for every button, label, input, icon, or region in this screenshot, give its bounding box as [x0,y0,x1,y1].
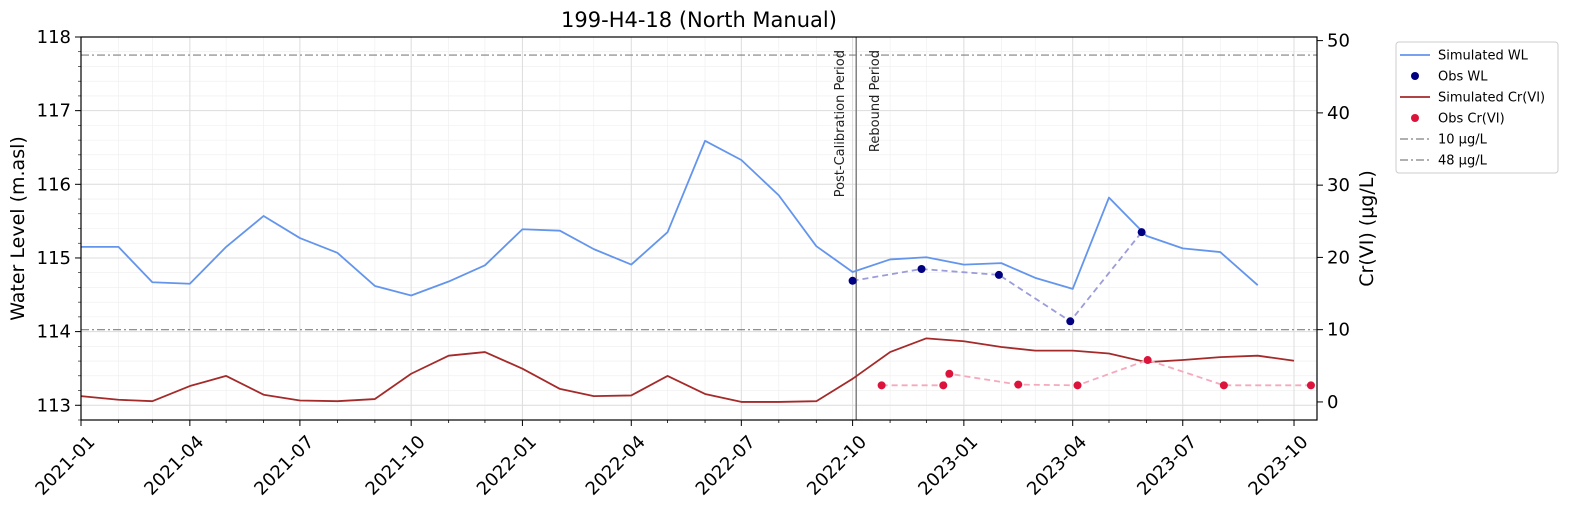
data-point [1073,381,1082,390]
y-right-tick-label: 30 [1327,175,1350,196]
series-connector [852,231,1143,323]
legend-swatch-point [1411,114,1419,122]
y-left-tick-label: 114 [37,322,71,343]
y-right-tick-label: 20 [1327,247,1350,268]
data-point [848,276,857,285]
y-left-tick-label: 113 [37,395,71,416]
y-left-tick-label: 117 [37,101,71,122]
legend-swatch-point [1411,72,1419,80]
x-tick-label: 2023-07 [1133,432,1201,500]
x-tick-label: 2021-10 [362,432,430,500]
axes: 2021-01 2021-04 2021-07 2021-10 2022-01 2022-… [31,27,1349,500]
series-line [81,139,1259,297]
y-axis-right-title: Cr(VI) (μg/L) [1356,170,1378,287]
rebound-period-label: Rebound Period [868,50,883,152]
x-tick-label: 2021-01 [31,432,99,500]
plot-series [80,139,1315,403]
legend-entry-label: Simulated Cr(VI) [1438,91,1545,106]
data-point [1306,381,1315,390]
legend-entry-label: Obs Cr(VI) [1438,112,1505,127]
x-tick-label: 2021-07 [250,432,318,500]
data-point [1143,356,1152,365]
y-right-tick-label: 10 [1327,320,1350,341]
y-left-tick-label: 116 [37,174,71,195]
y-left-tick-label: 115 [37,248,71,269]
data-point [877,381,886,390]
series-line [80,337,1295,403]
chart-title: 199-H4-18 (North Manual) [561,8,837,32]
data-point [917,265,926,274]
threshold-lines [81,54,1317,331]
data-point [1219,381,1228,390]
y-right-tick-label: 50 [1327,31,1350,52]
x-tick-label: 2023-01 [914,432,982,500]
data-point [939,381,948,390]
legend-entry-label: Simulated WL [1438,49,1529,64]
y-right-tick-label: 40 [1327,103,1350,124]
y-right-tick-label: 0 [1327,392,1338,413]
minor-grid [80,37,1317,420]
data-point [1014,380,1023,389]
data-point [945,369,954,378]
y-left-tick-label: 118 [37,27,71,48]
legend-entry-label: Obs WL [1438,70,1488,85]
x-tick-label: 2023-04 [1023,432,1091,500]
legend-box [1395,41,1559,174]
y-axis-left-title: Water Level (m.asl) [7,136,29,321]
data-point [1066,317,1075,326]
x-tick-label: 2023-10 [1244,432,1312,500]
x-tick-label: 2021-04 [140,432,208,500]
data-point [994,270,1003,279]
x-tick-label: 2022-04 [582,432,650,500]
x-tick-label: 2022-07 [692,432,760,500]
x-tick-label: 2022-10 [803,432,871,500]
post-calibration-period-label: Post-Calibration Period [833,50,848,197]
data-point [1137,228,1146,237]
legend-entry-label: 10 µg/L [1438,133,1488,148]
legend-entry-label: 48 µg/L [1438,154,1488,169]
legend: Simulated WL Obs WL Simulated Cr(VI) Obs Cr… [1395,41,1559,174]
x-tick-label: 2022-01 [473,432,541,500]
